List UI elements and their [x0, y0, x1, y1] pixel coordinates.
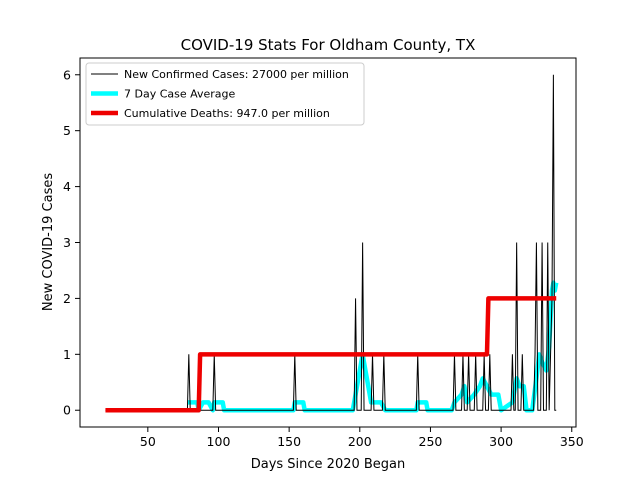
y-tick-label: 3 — [63, 235, 71, 250]
series-line-1 — [105, 74, 557, 411]
legend-label-1: New Confirmed Cases: 27000 per million — [124, 68, 349, 81]
y-axis: 0 1 2 3 4 5 6 — [63, 67, 80, 418]
y-tick-label: 5 — [63, 123, 71, 138]
chart-title: COVID-19 Stats For Oldham County, TX — [181, 36, 476, 54]
x-tick-label: 300 — [489, 434, 513, 449]
legend-box — [85, 62, 365, 126]
x-tick-label: 350 — [560, 434, 584, 449]
x-tick-label: 200 — [348, 434, 372, 449]
legend-label-2: 7 Day Case Average — [124, 88, 236, 101]
series-layer — [105, 74, 559, 413]
y-tick-label: 0 — [63, 403, 71, 418]
y-tick-label: 4 — [63, 179, 71, 194]
legend-label-3: Cumulative Deaths: 947.0 per million — [124, 107, 330, 120]
x-tick-label: 50 — [140, 434, 156, 449]
x-tick-label: 150 — [277, 434, 301, 449]
x-tick-label: 250 — [419, 434, 443, 449]
x-tick-label: 100 — [207, 434, 231, 449]
series-line-3 — [105, 296, 557, 413]
x-axis: 50 100 150 200 250 300 350 — [140, 427, 584, 449]
x-axis-title: Days Since 2020 Began — [251, 457, 406, 472]
y-tick-label: 1 — [63, 347, 71, 362]
y-axis-title: New COVID-19 Cases — [41, 173, 56, 311]
y-tick-label: 2 — [63, 291, 71, 306]
legend: New Confirmed Cases: 27000 per million 7 … — [85, 62, 365, 126]
y-tick-label: 6 — [63, 67, 71, 82]
